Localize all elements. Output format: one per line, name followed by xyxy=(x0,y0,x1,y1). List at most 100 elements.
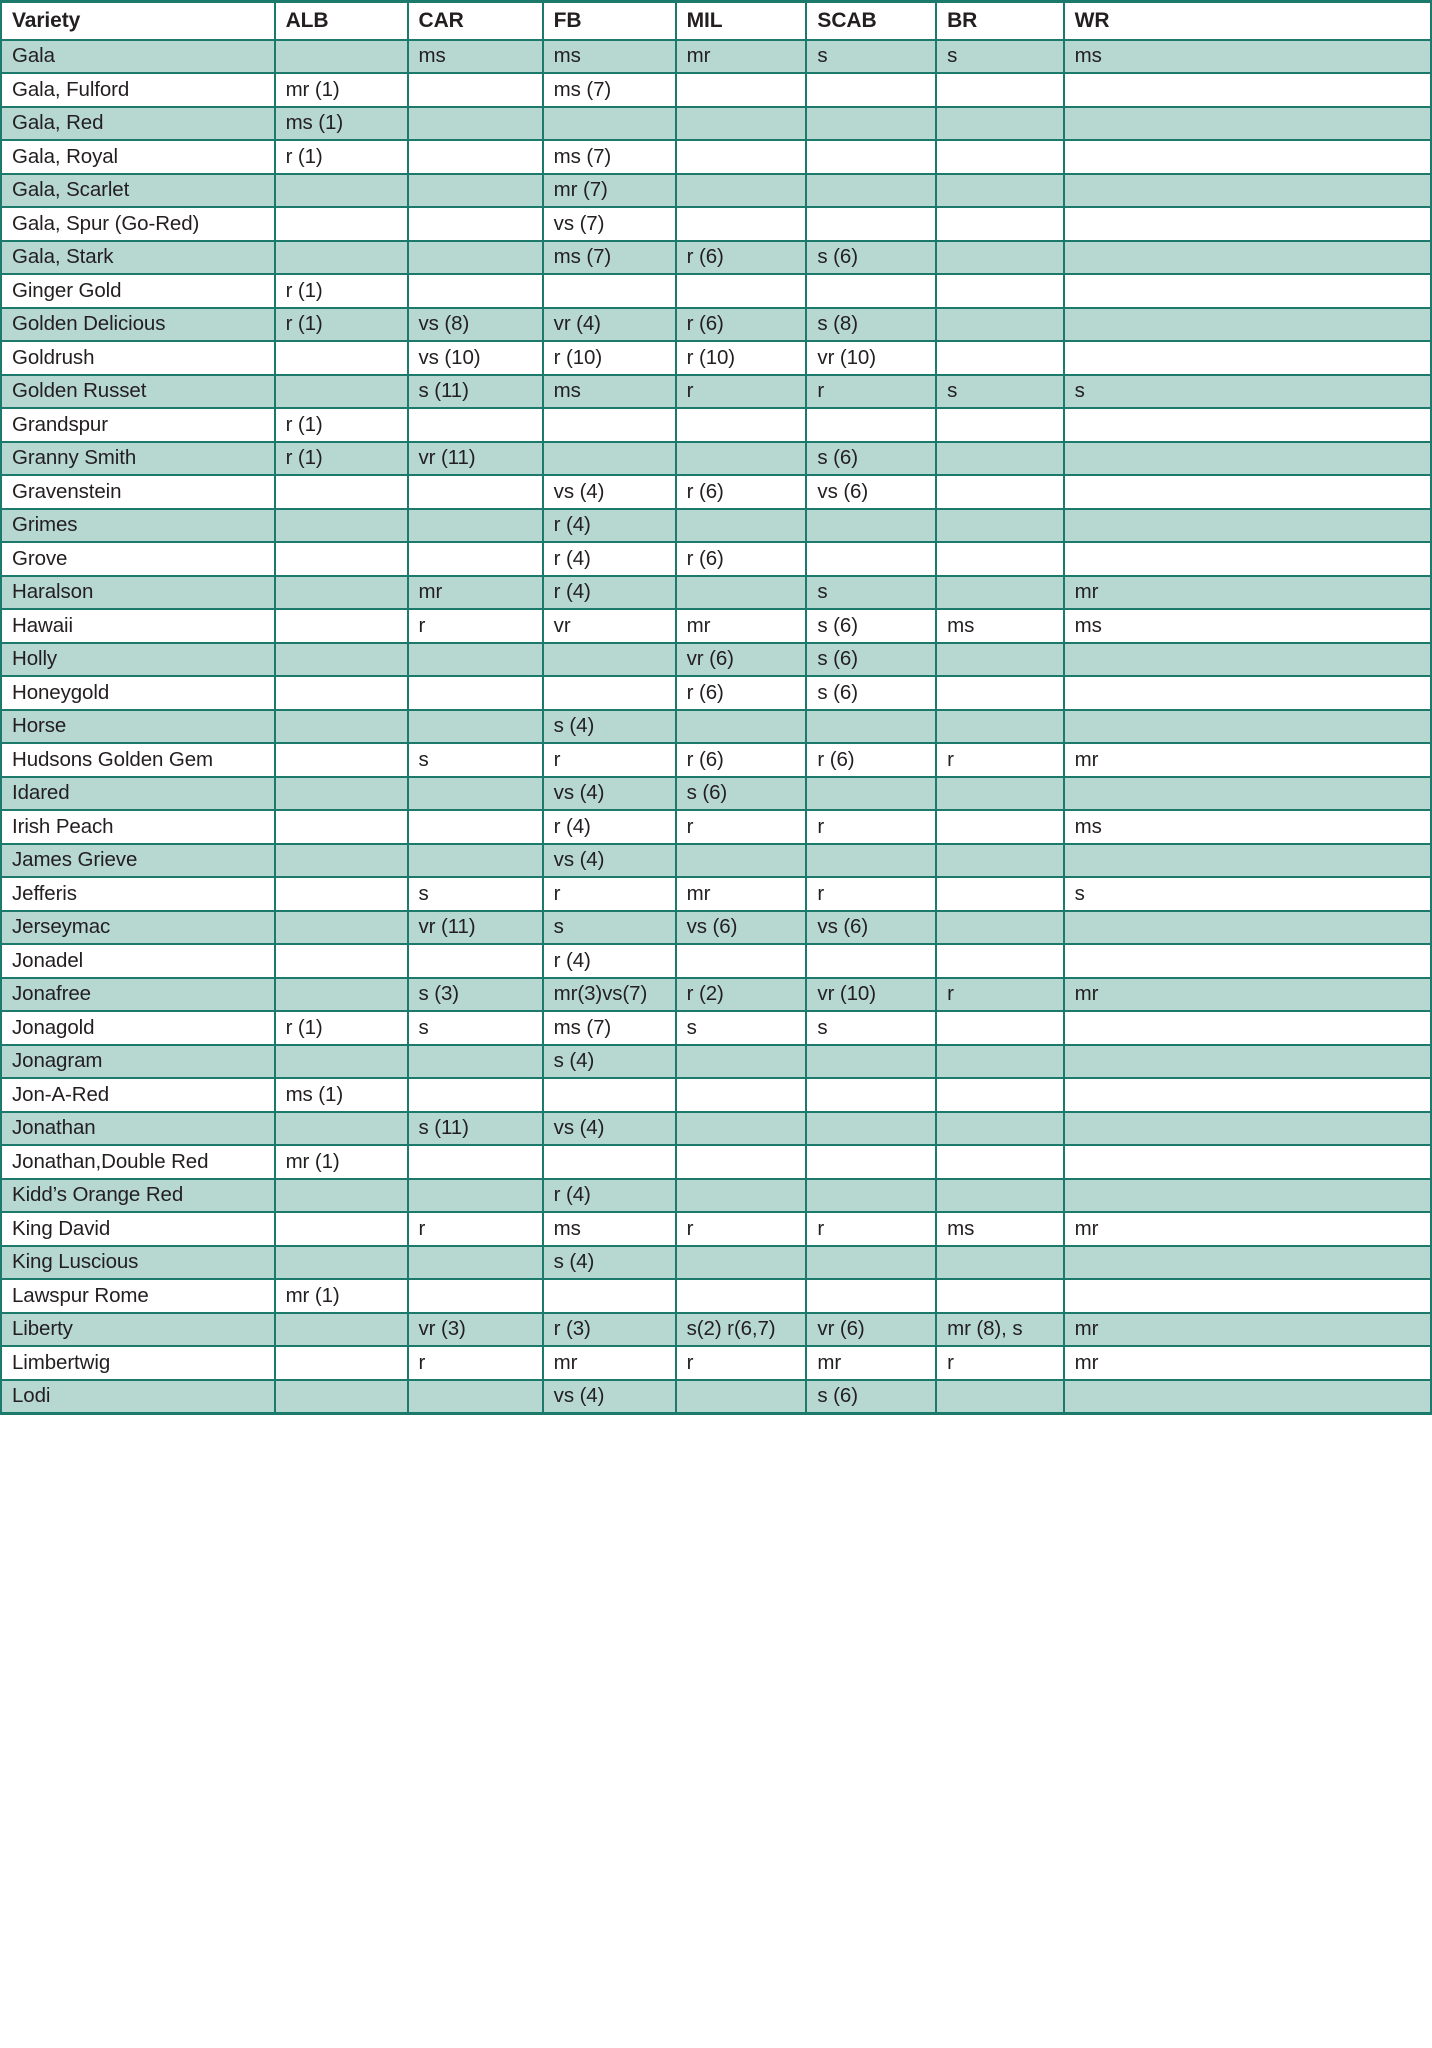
cell-alb: r (1) xyxy=(273,1010,409,1046)
cell-car: vs (8) xyxy=(406,306,544,342)
cell-alb xyxy=(273,38,409,74)
cell-alb xyxy=(273,1211,409,1247)
cell-mil xyxy=(674,842,808,878)
cell-br xyxy=(935,1010,1065,1046)
cell-br xyxy=(935,273,1065,309)
cell-fb xyxy=(541,440,677,476)
cell-variety-name: Gravenstein xyxy=(0,474,276,510)
cell-mil: r (6) xyxy=(674,541,808,577)
cell-wr xyxy=(1062,72,1432,108)
cell-variety-name: King Luscious xyxy=(0,1244,276,1280)
cell-variety-name: Jonadel xyxy=(0,943,276,979)
cell-mil: mr xyxy=(674,876,808,912)
cell-variety-name: James Grieve xyxy=(0,842,276,878)
table-row: Grandspur r (1) xyxy=(0,407,1432,443)
cell-car xyxy=(406,105,544,141)
cell-fb: ms (7) xyxy=(541,1010,677,1046)
cell-scab: s (6) xyxy=(805,239,938,275)
cell-fb: mr(3)vs(7) xyxy=(541,976,677,1012)
cell-fb: r (10) xyxy=(541,340,677,376)
cell-br xyxy=(935,675,1065,711)
cell-wr xyxy=(1062,842,1432,878)
cell-alb: r (1) xyxy=(273,306,409,342)
cell-scab xyxy=(805,139,938,175)
cell-scab: vs (6) xyxy=(805,474,938,510)
column-header-fb[interactable]: FB xyxy=(541,0,677,41)
cell-wr xyxy=(1062,474,1432,510)
column-header-wr[interactable]: WR xyxy=(1062,0,1432,41)
cell-fb: ms (7) xyxy=(541,139,677,175)
cell-scab xyxy=(805,172,938,208)
cell-br xyxy=(935,474,1065,510)
column-header-scab[interactable]: SCAB xyxy=(805,0,938,41)
cell-br: s xyxy=(935,38,1065,74)
cell-wr xyxy=(1062,139,1432,175)
cell-fb: ms (7) xyxy=(541,239,677,275)
cell-scab xyxy=(805,1278,938,1314)
cell-mil: r (6) xyxy=(674,742,808,778)
cell-mil: mr xyxy=(674,38,808,74)
cell-scab: s (6) xyxy=(805,1378,938,1415)
cell-alb xyxy=(273,809,409,845)
cell-fb: mr xyxy=(541,1345,677,1381)
cell-variety-name: Golden Russet xyxy=(0,373,276,409)
cell-fb: s (4) xyxy=(541,1244,677,1280)
table-row: Grove r (4) r (6) xyxy=(0,541,1432,577)
table-row: Golden Delicious r (1) vs (8) vr (4) r (6) s … xyxy=(0,306,1432,342)
cell-alb xyxy=(273,842,409,878)
table-row: Limbertwig r mr r mr r mr xyxy=(0,1345,1432,1381)
cell-br xyxy=(935,139,1065,175)
cell-mil xyxy=(674,574,808,610)
cell-wr: ms xyxy=(1062,809,1432,845)
cell-car: ms xyxy=(406,38,544,74)
cell-variety-name: Honeygold xyxy=(0,675,276,711)
cell-fb: vs (4) xyxy=(541,474,677,510)
column-header-br[interactable]: BR xyxy=(935,0,1065,41)
cell-car xyxy=(406,842,544,878)
cell-br xyxy=(935,440,1065,476)
table-row: Gala, Fulford mr (1) ms (7) xyxy=(0,72,1432,108)
cell-br xyxy=(935,943,1065,979)
cell-fb: r (4) xyxy=(541,809,677,845)
cell-mil xyxy=(674,1244,808,1280)
cell-mil: r xyxy=(674,1345,808,1381)
cell-mil: r (10) xyxy=(674,340,808,376)
cell-mil xyxy=(674,206,808,242)
cell-alb xyxy=(273,708,409,744)
table-row: Jonadel r (4) xyxy=(0,943,1432,979)
cell-alb: r (1) xyxy=(273,407,409,443)
column-header-alb[interactable]: ALB xyxy=(273,0,409,41)
cell-alb xyxy=(273,608,409,644)
cell-fb: ms xyxy=(541,1211,677,1247)
cell-br xyxy=(935,407,1065,443)
cell-variety-name: Jonagold xyxy=(0,1010,276,1046)
cell-scab xyxy=(805,72,938,108)
table-row: Golden Russet s (11) ms r r s s xyxy=(0,373,1432,409)
cell-variety-name: Gala, Stark xyxy=(0,239,276,275)
cell-fb xyxy=(541,1144,677,1180)
cell-scab xyxy=(805,1144,938,1180)
column-header-variety[interactable]: Variety xyxy=(0,0,276,41)
cell-scab: r xyxy=(805,373,938,409)
column-header-mil[interactable]: MIL xyxy=(674,0,808,41)
cell-car: r xyxy=(406,1345,544,1381)
cell-mil: r xyxy=(674,373,808,409)
cell-mil: r (6) xyxy=(674,306,808,342)
cell-variety-name: Golden Delicious xyxy=(0,306,276,342)
cell-wr xyxy=(1062,909,1432,945)
cell-variety-name: Gala, Royal xyxy=(0,139,276,175)
cell-fb: vs (4) xyxy=(541,842,677,878)
cell-car: s (11) xyxy=(406,1110,544,1146)
column-header-car[interactable]: CAR xyxy=(406,0,544,41)
cell-alb xyxy=(273,775,409,811)
cell-wr: mr xyxy=(1062,574,1432,610)
cell-car: vs (10) xyxy=(406,340,544,376)
cell-wr xyxy=(1062,1278,1432,1314)
table-row: Jonafree s (3) mr(3)vs(7) r (2) vr (10) r mr xyxy=(0,976,1432,1012)
cell-alb: mr (1) xyxy=(273,72,409,108)
cell-alb xyxy=(273,1311,409,1347)
table-row: Jon-A-Red ms (1) xyxy=(0,1077,1432,1113)
cell-wr: mr xyxy=(1062,742,1432,778)
cell-mil: r (6) xyxy=(674,239,808,275)
cell-fb: ms xyxy=(541,373,677,409)
